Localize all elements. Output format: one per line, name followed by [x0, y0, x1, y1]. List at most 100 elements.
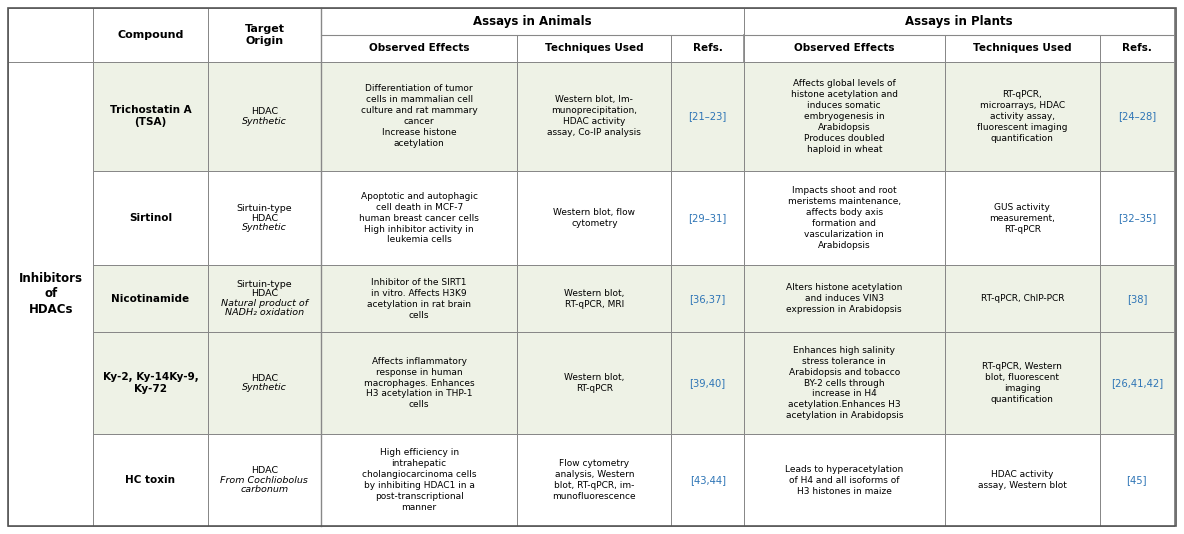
Bar: [321, 35, 517, 62]
Text: Trichostatin A
(TSA): Trichostatin A (TSA): [110, 105, 192, 127]
Text: Sirtuin-type: Sirtuin-type: [237, 280, 292, 289]
Text: Compound: Compound: [117, 30, 184, 40]
Text: Techniques Used: Techniques Used: [973, 43, 1072, 53]
Text: [29–31]: [29–31]: [689, 213, 727, 223]
Text: [26,41,42]: [26,41,42]: [1111, 378, 1163, 388]
Text: [36,37]: [36,37]: [689, 294, 726, 304]
Bar: [321, 62, 517, 171]
Bar: [1100, 171, 1173, 265]
Bar: [517, 35, 671, 62]
Text: Flow cytometry
analysis, Western
blot, RT-qPCR, im-
munofluorescence: Flow cytometry analysis, Western blot, R…: [553, 459, 636, 501]
Bar: [744, 35, 945, 62]
Text: [38]: [38]: [1127, 294, 1147, 304]
Text: RT-qPCR, ChIP-PCR: RT-qPCR, ChIP-PCR: [980, 294, 1064, 303]
Text: RT-qPCR,
microarrays, HDAC
activity assay,
fluorescent imaging
quantification: RT-qPCR, microarrays, HDAC activity assa…: [977, 90, 1068, 143]
Text: NADH₂ oxidation: NADH₂ oxidation: [225, 308, 304, 317]
Text: GUS activity
measurement,
RT-qPCR: GUS activity measurement, RT-qPCR: [990, 202, 1055, 233]
Bar: [671, 62, 744, 171]
Text: HDAC: HDAC: [251, 466, 278, 475]
Text: RT-qPCR, Western
blot, fluorescent
imaging
quantification: RT-qPCR, Western blot, fluorescent imagi…: [983, 362, 1062, 404]
Bar: [744, 265, 945, 332]
Text: Sirtinol: Sirtinol: [129, 213, 172, 223]
Text: Leads to hyperacetylation
of H4 and all isoforms of
H3 histones in maize: Leads to hyperacetylation of H4 and all …: [785, 465, 903, 496]
Text: carbonum: carbonum: [240, 485, 289, 494]
Bar: [517, 265, 671, 332]
Bar: [945, 62, 1100, 171]
Bar: [744, 8, 1173, 35]
Bar: [744, 434, 945, 526]
Text: Refs.: Refs.: [1122, 43, 1152, 53]
Bar: [671, 265, 744, 332]
Text: From Cochliobolus: From Cochliobolus: [220, 476, 308, 485]
Text: [45]: [45]: [1127, 475, 1147, 485]
Bar: [671, 332, 744, 434]
Bar: [1100, 332, 1173, 434]
Bar: [94, 8, 207, 62]
Text: Sirtuin-type: Sirtuin-type: [237, 204, 292, 213]
Bar: [671, 171, 744, 265]
Text: Techniques Used: Techniques Used: [545, 43, 644, 53]
Bar: [945, 434, 1100, 526]
Text: [21–23]: [21–23]: [689, 111, 727, 121]
Text: HDAC: HDAC: [251, 374, 278, 383]
Text: Affects inflammatory
response in human
macrophages. Enhances
H3 acetylation in T: Affects inflammatory response in human m…: [363, 357, 475, 410]
Text: [24–28]: [24–28]: [1118, 111, 1156, 121]
Text: Western blot, flow
cytometry: Western blot, flow cytometry: [553, 208, 636, 228]
Bar: [945, 171, 1100, 265]
Text: Nicotinamide: Nicotinamide: [111, 294, 189, 304]
Text: [39,40]: [39,40]: [689, 378, 726, 388]
Text: Natural product of: Natural product of: [220, 299, 308, 308]
Bar: [94, 434, 207, 526]
Text: Enhances high salinity
stress tolerance in
Arabidopsis and tobacco
BY-2 cells th: Enhances high salinity stress tolerance …: [785, 345, 903, 420]
Text: Assays in Animals: Assays in Animals: [474, 15, 592, 28]
Text: HDAC: HDAC: [251, 289, 278, 299]
Bar: [207, 62, 321, 171]
Bar: [517, 332, 671, 434]
Bar: [207, 434, 321, 526]
Bar: [321, 332, 517, 434]
Text: Western blot,
RT-qPCR: Western blot, RT-qPCR: [564, 373, 624, 393]
Bar: [207, 8, 321, 62]
Bar: [8, 8, 94, 62]
Bar: [744, 171, 945, 265]
Text: Affects global levels of
histone acetylation and
induces somatic
embryogenesis i: Affects global levels of histone acetyla…: [791, 79, 897, 154]
Bar: [207, 332, 321, 434]
Text: Target
Origin: Target Origin: [244, 24, 284, 46]
Bar: [321, 265, 517, 332]
Bar: [744, 62, 945, 171]
Text: Differentiation of tumor
cells in mammalian cell
culture and rat mammary
cancer
: Differentiation of tumor cells in mammal…: [361, 84, 477, 148]
Bar: [945, 332, 1100, 434]
Bar: [207, 171, 321, 265]
Text: Inhibitors
of
HDACs: Inhibitors of HDACs: [19, 272, 83, 316]
Bar: [321, 8, 744, 35]
Bar: [321, 434, 517, 526]
Bar: [671, 434, 744, 526]
Bar: [945, 265, 1100, 332]
Bar: [744, 332, 945, 434]
Bar: [1100, 35, 1173, 62]
Bar: [517, 171, 671, 265]
Bar: [517, 434, 671, 526]
Text: Refs.: Refs.: [693, 43, 722, 53]
Bar: [517, 62, 671, 171]
Bar: [321, 171, 517, 265]
Bar: [671, 35, 744, 62]
Text: Apoptotic and autophagic
cell death in MCF-7
human breast cancer cells
High inhi: Apoptotic and autophagic cell death in M…: [359, 192, 480, 245]
Text: Ky-2, Ky-14Ky-9,
Ky-72: Ky-2, Ky-14Ky-9, Ky-72: [103, 372, 199, 394]
Text: Western blot,
RT-qPCR, MRI: Western blot, RT-qPCR, MRI: [564, 288, 624, 309]
Text: [32–35]: [32–35]: [1118, 213, 1156, 223]
Bar: [1100, 434, 1173, 526]
Bar: [8, 62, 94, 526]
Bar: [94, 62, 207, 171]
Bar: [94, 265, 207, 332]
Text: HDAC: HDAC: [251, 214, 278, 223]
Text: Alters histone acetylation
and induces VIN3
expression in Arabidopsis: Alters histone acetylation and induces V…: [786, 283, 902, 314]
Text: HDAC activity
assay, Western blot: HDAC activity assay, Western blot: [978, 470, 1067, 490]
Text: Western blot, Im-
munoprecipitation,
HDAC activity
assay, Co-IP analysis: Western blot, Im- munoprecipitation, HDA…: [547, 96, 642, 137]
Bar: [945, 35, 1100, 62]
Text: Observed Effects: Observed Effects: [794, 43, 895, 53]
Bar: [1100, 62, 1173, 171]
Text: High efficiency in
intrahepatic
cholangiocarcinoma cells
by inhibiting HDAC1 in : High efficiency in intrahepatic cholangi…: [362, 448, 476, 512]
Text: Impacts shoot and root
meristems maintenance,
affects body axis
formation and
va: Impacts shoot and root meristems mainten…: [787, 186, 901, 250]
Bar: [94, 332, 207, 434]
